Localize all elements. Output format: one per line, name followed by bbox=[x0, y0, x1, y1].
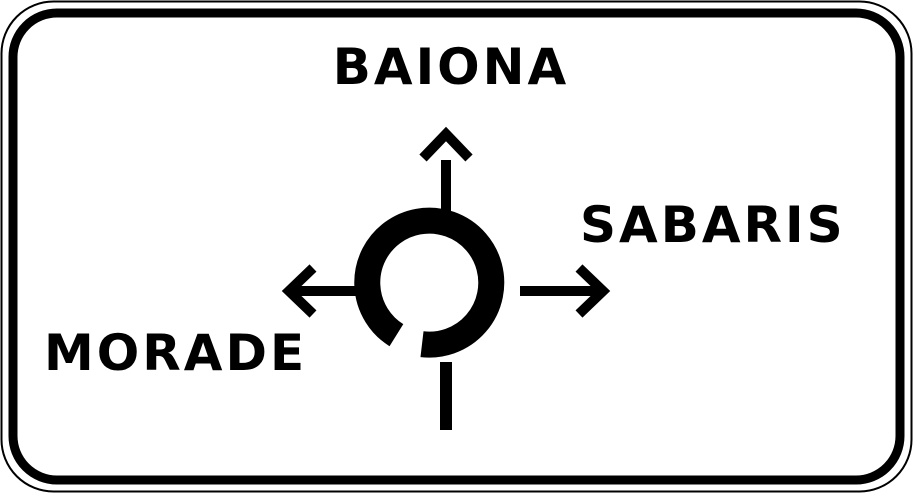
sign-inner-border bbox=[8, 8, 905, 485]
destination-north: BAIONA bbox=[333, 38, 569, 96]
roundabout-ring bbox=[354, 207, 505, 358]
east-arrow-head bbox=[575, 264, 611, 318]
destination-east: SABARIS bbox=[580, 196, 846, 254]
destination-west: MORADE bbox=[44, 324, 307, 382]
roundabout-icon bbox=[281, 126, 611, 430]
west-arrow-head bbox=[281, 264, 317, 318]
north-arrow-head bbox=[419, 126, 473, 162]
